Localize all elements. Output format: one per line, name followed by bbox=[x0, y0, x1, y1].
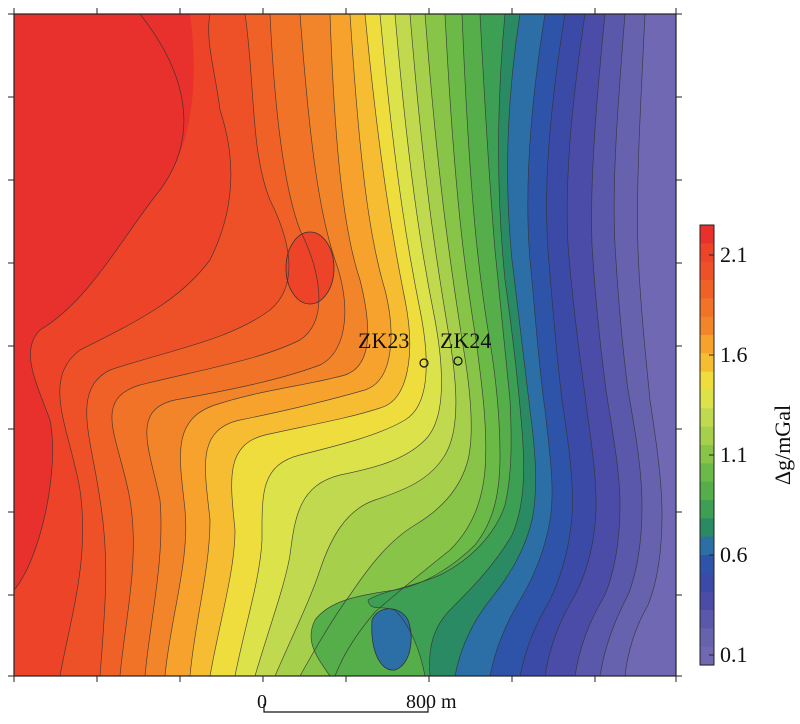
colorbar-swatch bbox=[700, 555, 714, 574]
colorbar-swatch bbox=[700, 353, 714, 373]
colorbar-tick-label: 0.6 bbox=[720, 542, 748, 567]
colorbar-swatches bbox=[700, 225, 714, 666]
colorbar-swatch bbox=[700, 298, 714, 318]
colorbar-swatch bbox=[700, 390, 714, 409]
colorbar-swatch bbox=[700, 518, 714, 538]
well-zk24-marker bbox=[453, 356, 463, 366]
colorbar-title: Δg/mGal bbox=[770, 405, 795, 485]
colorbar-swatch bbox=[700, 610, 714, 629]
colorbar-swatch bbox=[700, 646, 714, 666]
colorbar-swatch bbox=[700, 316, 714, 336]
well-zk23-label: ZK23 bbox=[358, 328, 409, 353]
colorbar-swatch bbox=[700, 426, 714, 446]
colorbar-swatch bbox=[700, 628, 714, 648]
colorbar-swatch bbox=[700, 335, 714, 354]
colorbar-swatch bbox=[700, 573, 714, 593]
colorbar-tick-label: 1.6 bbox=[720, 342, 748, 367]
frame-ticks bbox=[8, 8, 682, 682]
well-zk23-marker bbox=[419, 358, 429, 368]
colorbar-tick-label: 2.1 bbox=[720, 242, 748, 267]
colorbar-swatch bbox=[700, 408, 714, 428]
colorbar-swatch bbox=[700, 591, 714, 611]
colorbar-swatch bbox=[700, 243, 714, 263]
colorbar-tick-label: 0.1 bbox=[720, 642, 748, 667]
colorbar-swatch bbox=[700, 445, 714, 464]
colorbar-swatch bbox=[700, 261, 714, 281]
scale-bar-start-label: 0 bbox=[257, 691, 267, 713]
contour-fill bbox=[14, 14, 676, 676]
well-zk24-label: ZK24 bbox=[440, 328, 491, 353]
colorbar-swatch bbox=[700, 280, 714, 299]
scale-bar: 0 800 m bbox=[257, 691, 457, 713]
colorbar-swatch bbox=[700, 463, 714, 483]
colorbar-ticks: 2.1 1.6 1.1 0.6 0.1 bbox=[709, 242, 748, 667]
colorbar-frame bbox=[699, 224, 715, 666]
colorbar: 2.1 1.6 1.1 0.6 0.1 Δg/mGal bbox=[699, 224, 795, 667]
map-frame bbox=[13, 13, 677, 677]
colorbar-swatch bbox=[700, 225, 714, 244]
colorbar-swatch bbox=[700, 371, 714, 391]
colorbar-swatch bbox=[700, 500, 714, 519]
colorbar-swatch bbox=[700, 481, 714, 501]
colorbar-tick-label: 1.1 bbox=[720, 442, 748, 467]
colorbar-swatch bbox=[700, 536, 714, 556]
contour-lines bbox=[14, 14, 663, 676]
scale-bar-end-label: 800 m bbox=[406, 691, 457, 713]
well-markers: ZK23 ZK24 bbox=[358, 328, 491, 368]
